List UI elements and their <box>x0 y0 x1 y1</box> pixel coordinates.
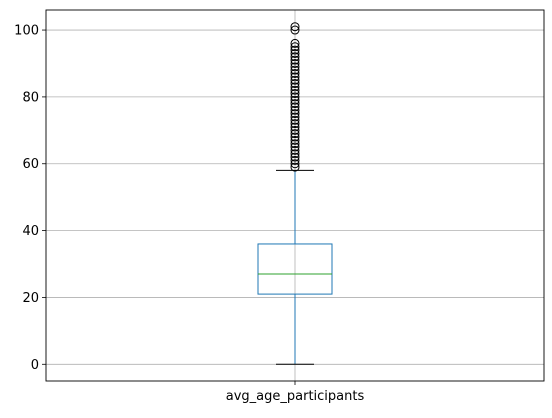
outlier-point <box>290 25 300 35</box>
outlier-point <box>290 89 300 99</box>
outlier-point <box>290 102 300 112</box>
outlier-point <box>290 132 300 142</box>
tick-layer: 0 20 40 60 80 100 avg_age_participants <box>14 24 364 404</box>
outlier-point <box>290 135 300 145</box>
y-tick-label: 80 <box>22 90 39 105</box>
iqr-box <box>257 243 333 295</box>
y-tick-label: 100 <box>14 24 39 39</box>
x-tick-label: avg_age_participants <box>226 389 365 404</box>
outlier-point <box>290 58 300 68</box>
outlier-point <box>290 155 300 165</box>
outlier-point <box>290 38 300 48</box>
outlier-point <box>290 82 300 92</box>
outlier-point <box>290 85 300 95</box>
outlier-point <box>290 69 300 79</box>
outlier-point <box>290 142 300 152</box>
outlier-point <box>290 75 300 85</box>
outlier-point <box>290 119 300 129</box>
outlier-point <box>290 129 300 139</box>
outlier-point <box>290 92 300 102</box>
outlier-point <box>290 72 300 82</box>
outlier-point <box>290 125 300 135</box>
outlier-point <box>290 48 300 58</box>
outlier-point <box>290 55 300 65</box>
outlier-point <box>290 109 300 119</box>
outlier-point <box>290 139 300 149</box>
outlier-point <box>290 65 300 75</box>
outlier-point <box>290 159 300 169</box>
outlier-point <box>290 62 300 72</box>
outlier-point <box>290 95 300 105</box>
outlier-point <box>290 162 300 172</box>
outlier-point <box>290 145 300 155</box>
y-tick-label: 60 <box>22 157 39 172</box>
outlier-point <box>290 152 300 162</box>
y-tick-label: 0 <box>31 358 39 373</box>
outlier-point <box>290 52 300 62</box>
y-tick-label: 20 <box>22 291 39 306</box>
outlier-point <box>290 22 300 32</box>
outlier-point <box>290 42 300 52</box>
outlier-point <box>290 115 300 125</box>
flier-layer <box>290 22 300 172</box>
outlier-point <box>290 99 300 109</box>
outlier-point <box>290 122 300 132</box>
outlier-point <box>290 105 300 115</box>
outlier-point <box>290 45 300 55</box>
outlier-point <box>290 149 300 159</box>
y-tick-label: 40 <box>22 224 39 239</box>
box-layer <box>257 169 333 365</box>
outlier-point <box>290 79 300 89</box>
outlier-point <box>290 112 300 122</box>
